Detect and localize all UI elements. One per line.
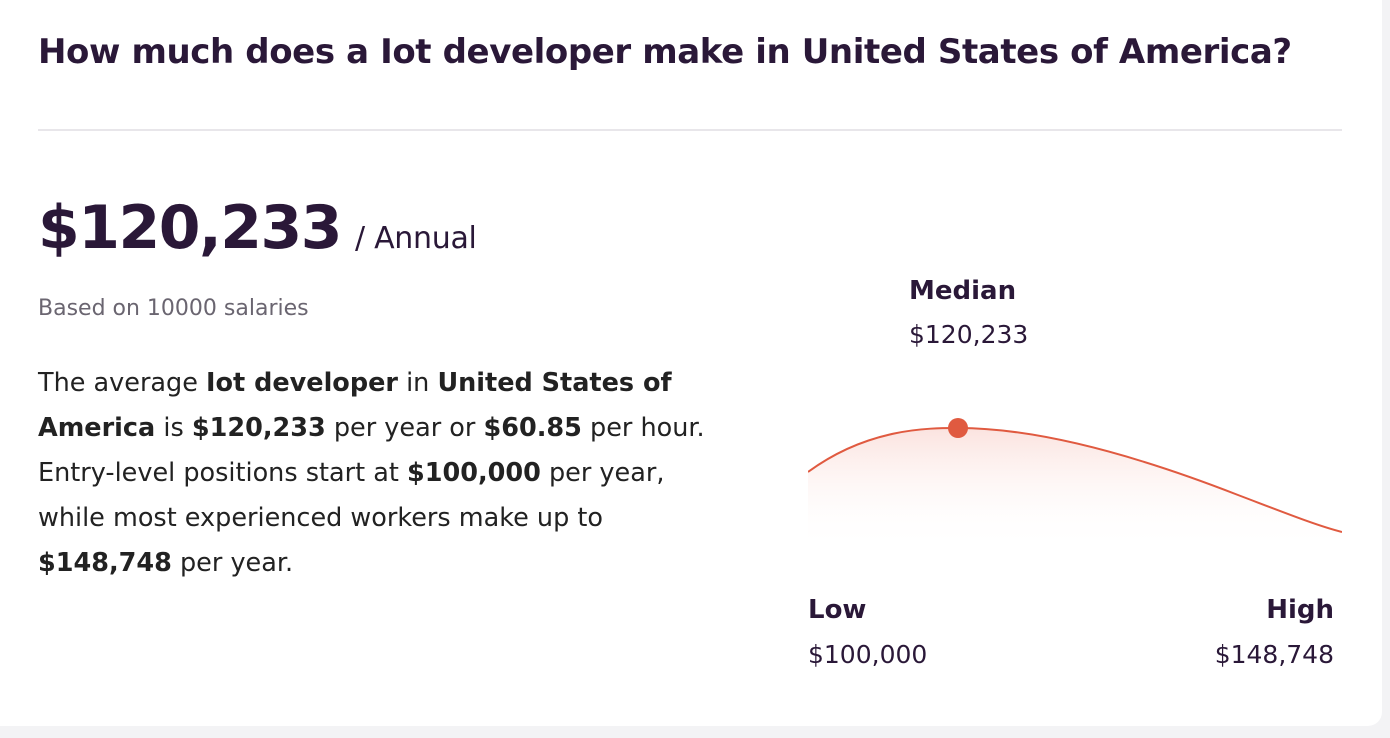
- salary-card: How much does a Iot developer make in Un…: [0, 0, 1382, 726]
- desc-text: is: [155, 413, 192, 443]
- page-title: How much does a Iot developer make in Un…: [38, 32, 1292, 72]
- desc-text: per year.: [171, 548, 294, 578]
- desc-job-title: Iot developer: [206, 368, 398, 398]
- low-label: Low: [808, 595, 867, 625]
- salary-summary: $120,233 / Annual: [38, 188, 477, 268]
- divider: [38, 129, 1342, 131]
- desc-entry-salary: $100,000: [406, 458, 541, 488]
- desc-country: United States of America: [38, 368, 672, 443]
- desc-text: per hour. Entry-level positions start at: [38, 413, 705, 488]
- high-value: $148,748: [1214, 640, 1334, 669]
- desc-annual-salary: $120,233: [191, 413, 326, 443]
- desc-hourly-rate: $60.85: [483, 413, 582, 443]
- median-value: $120,233: [909, 320, 1029, 349]
- distribution-area: [808, 428, 1342, 550]
- salary-description: The average Iot developer in United Stat…: [38, 361, 738, 586]
- salary-amount: $120,233: [38, 193, 343, 263]
- desc-text: per year or: [325, 413, 484, 443]
- desc-top-salary: $148,748: [38, 548, 172, 578]
- desc-text: in: [397, 368, 438, 398]
- median-marker[interactable]: [948, 418, 968, 438]
- median-label: Median: [909, 276, 1017, 306]
- desc-text: The average: [38, 368, 207, 398]
- low-value: $100,000: [808, 640, 928, 669]
- desc-text: per year, while most experienced workers…: [38, 458, 665, 533]
- distribution-line: [808, 426, 1342, 533]
- sample-size-note: Based on 10000 salaries: [38, 296, 309, 321]
- salary-distribution-curve: [808, 418, 1342, 550]
- salary-period: / Annual: [355, 221, 477, 256]
- high-label: High: [1266, 595, 1334, 625]
